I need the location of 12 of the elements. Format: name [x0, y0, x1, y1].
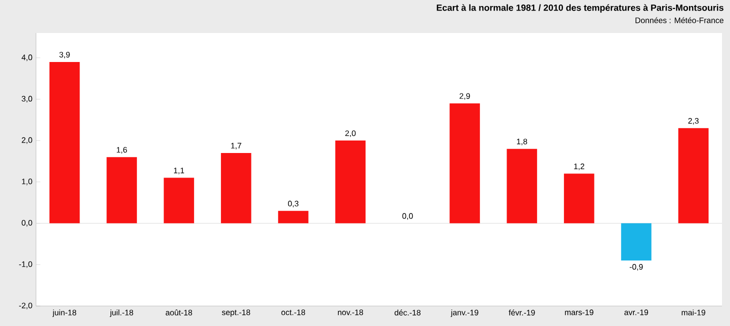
bar	[506, 148, 538, 224]
bar	[106, 157, 137, 224]
bar	[278, 210, 308, 224]
bar	[220, 152, 252, 224]
chart-title: Ecart à la normale 1981 / 2010 des températures à Paris-Montsouris	[436, 4, 724, 13]
bar	[621, 223, 652, 260]
bar	[164, 178, 194, 224]
bar	[564, 174, 594, 224]
bar	[450, 103, 480, 224]
bar	[678, 128, 709, 224]
bar	[49, 62, 80, 224]
bar	[335, 140, 366, 224]
